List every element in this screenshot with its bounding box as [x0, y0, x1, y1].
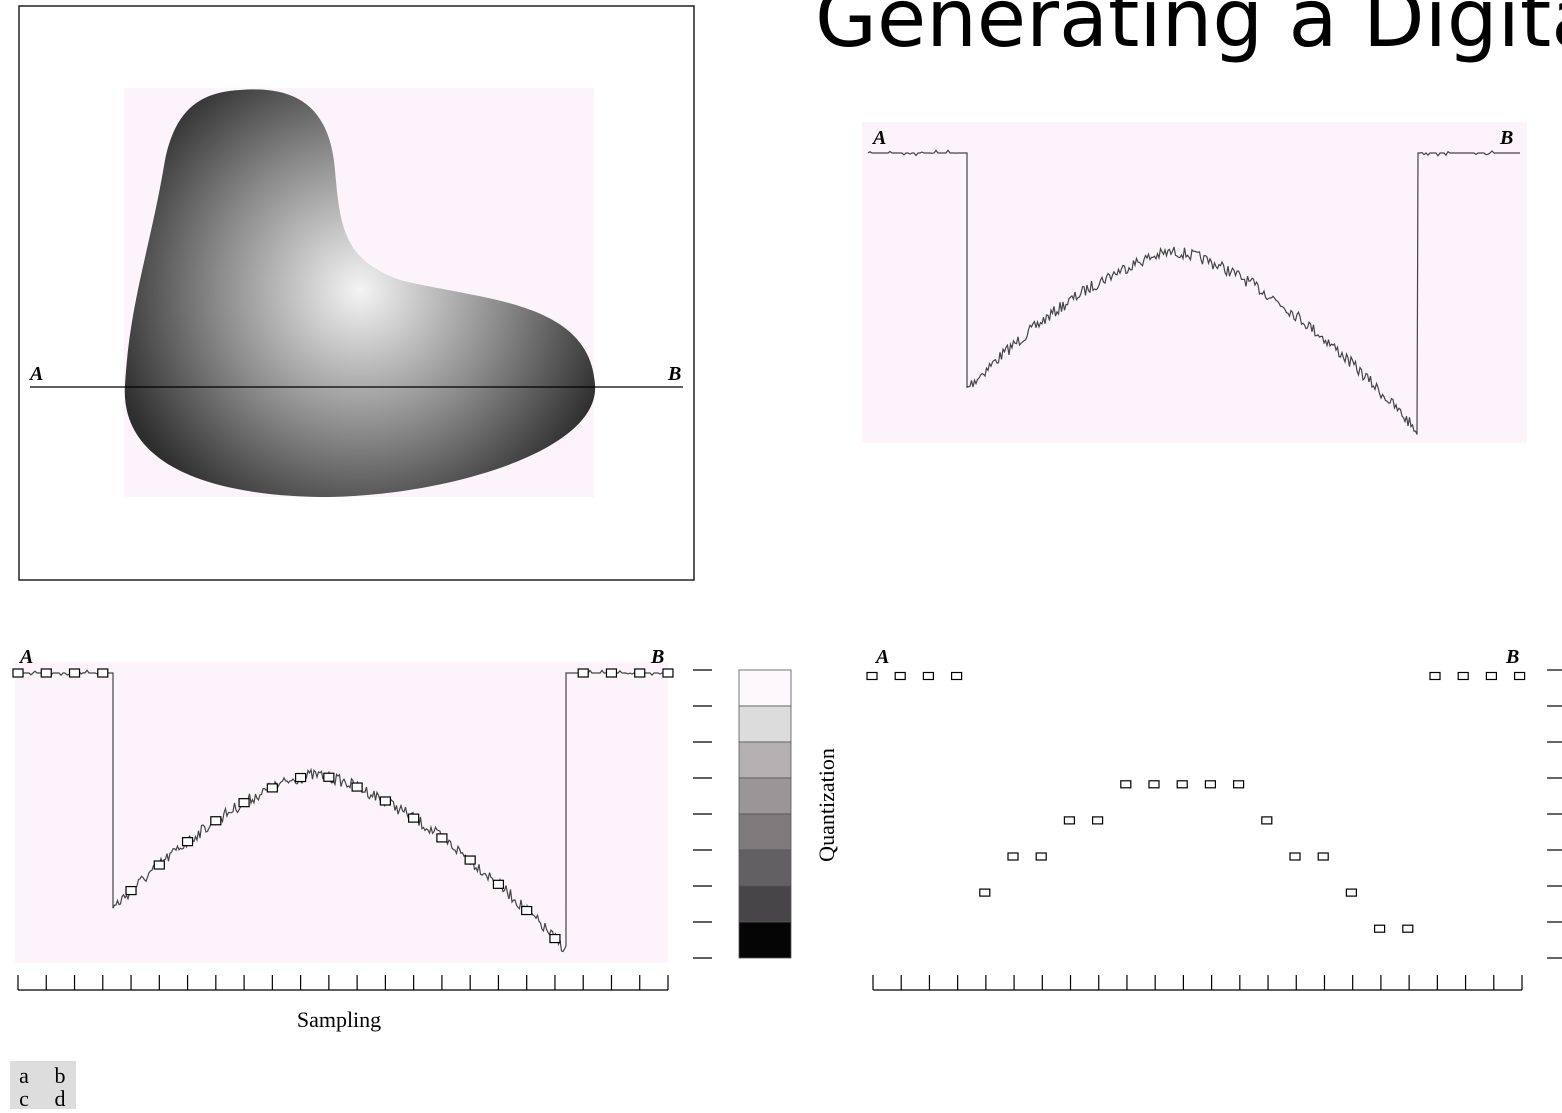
sample: [296, 774, 306, 782]
quantized-sample: [1234, 781, 1244, 788]
sample: [550, 935, 560, 943]
key: b: [55, 1063, 66, 1088]
quantized-sample: [1458, 673, 1468, 680]
panel-key: a b c d: [10, 1061, 76, 1111]
quantized-sample: [923, 673, 933, 680]
plot-area: [862, 122, 1527, 443]
gray-level: [739, 670, 791, 706]
quantized-sample: [867, 673, 877, 680]
quantized-sample: [1430, 673, 1440, 680]
sample: [154, 861, 164, 869]
gray-level: [739, 706, 791, 742]
quantized-sample: [1346, 889, 1356, 896]
sample: [437, 834, 447, 842]
label-b: B: [1505, 646, 1519, 668]
quantized-sample: [952, 673, 962, 680]
sampling-label: Sampling: [297, 1007, 381, 1032]
sample: [13, 669, 23, 677]
quantized-sample: [1318, 853, 1328, 860]
quantized-sample: [1036, 853, 1046, 860]
sample: [635, 669, 645, 677]
sample: [352, 783, 362, 791]
sample: [578, 669, 588, 677]
label-a: A: [18, 646, 33, 668]
gray-level: [739, 922, 791, 958]
quantized-sample: [1205, 781, 1215, 788]
key: d: [55, 1086, 66, 1111]
quantized-sample: [1093, 817, 1103, 824]
label-b: B: [1499, 127, 1513, 149]
sample: [493, 880, 503, 888]
gray-level: [739, 742, 791, 778]
quantized-sample: [895, 673, 905, 680]
sample: [522, 907, 532, 915]
sample: [211, 817, 221, 825]
quantized-sample: [1515, 673, 1525, 680]
quantized-sample: [1121, 781, 1131, 788]
label-b: B: [667, 363, 681, 385]
label-a: A: [874, 646, 889, 668]
label-b: B: [650, 646, 664, 668]
quantized-sample: [1375, 925, 1385, 932]
sample: [41, 669, 51, 677]
sample: [239, 799, 249, 807]
quantized-sample: [1149, 781, 1159, 788]
sample: [183, 838, 193, 846]
sample: [409, 814, 419, 822]
key: a: [19, 1063, 29, 1088]
sample: [267, 784, 277, 792]
quantized-sample: [1008, 853, 1018, 860]
key: c: [19, 1086, 29, 1111]
label-a: A: [871, 127, 886, 149]
sample: [606, 669, 616, 677]
gray-level: [739, 886, 791, 922]
quantized-sample: [1486, 673, 1496, 680]
quantized-sample: [980, 889, 990, 896]
sample: [98, 669, 108, 677]
quantized-sample: [1064, 817, 1074, 824]
gray-level: [739, 850, 791, 886]
sample: [70, 669, 80, 677]
quantization-label: Quantization: [814, 748, 839, 862]
gray-level: [739, 778, 791, 814]
slide-title: Generating a Digital Image: [815, 0, 1562, 65]
quantized-sample: [1177, 781, 1187, 788]
quantized-sample: [1290, 853, 1300, 860]
sample: [663, 669, 673, 677]
slide: Generating a Digital Image A B A B A B S…: [0, 0, 1562, 1113]
sample: [126, 887, 136, 895]
label-a: A: [28, 363, 43, 385]
quantized-sample: [1403, 925, 1413, 932]
sample: [465, 856, 475, 864]
sample: [324, 773, 334, 781]
gray-level: [739, 814, 791, 850]
page: {"title":"Generating a Digital Image", "…: [0, 0, 1562, 1113]
quantized-sample: [1262, 817, 1272, 824]
sample: [380, 797, 390, 805]
